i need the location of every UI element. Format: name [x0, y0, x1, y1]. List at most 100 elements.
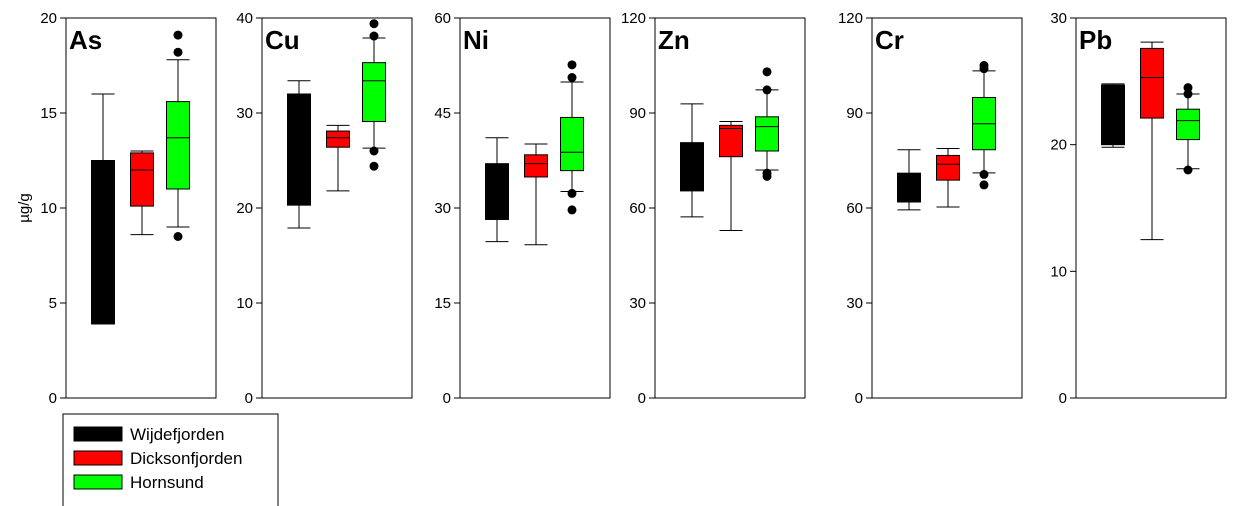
- box: [166, 101, 190, 190]
- outlier-point: [979, 169, 989, 179]
- box-hornsund: [972, 61, 996, 190]
- y-tick-label: 0: [855, 390, 863, 407]
- y-tick-label: 0: [1059, 390, 1067, 407]
- legend-entry-dicksonfjorden: Dicksonfjorden: [73, 449, 242, 468]
- panel-title: Cu: [265, 25, 300, 55]
- y-tick-label: 90: [846, 105, 863, 122]
- y-tick-label: 60: [434, 10, 451, 27]
- box: [362, 62, 386, 123]
- box-dicksonfjorden: [524, 143, 548, 246]
- panel-title: Pb: [1079, 25, 1112, 55]
- y-tick-label: 30: [629, 295, 646, 312]
- panel-frame: [261, 17, 413, 399]
- outlier-point: [567, 60, 577, 70]
- outlier-point: [1183, 83, 1193, 93]
- box-hornsund: [560, 60, 584, 215]
- box-wijdefjorden: [485, 137, 509, 243]
- y-tick-label: 0: [443, 390, 451, 407]
- panel-frame: [654, 17, 806, 399]
- box-hornsund: [362, 19, 386, 171]
- panel-ni: 0 15 30 45 60 Ni: [434, 10, 611, 407]
- box-dicksonfjorden: [130, 150, 154, 236]
- box: [936, 154, 960, 181]
- panel-frame: [1075, 17, 1227, 399]
- y-tick-label: 45: [434, 105, 451, 122]
- box-dicksonfjorden: [719, 121, 743, 231]
- outlier-point: [762, 168, 772, 178]
- y-tick-label: 120: [621, 10, 646, 27]
- y-tick-label: 30: [434, 200, 451, 217]
- y-tick-label: 15: [434, 295, 451, 312]
- y-tick-label: 15: [40, 105, 57, 122]
- outlier-point: [369, 146, 379, 156]
- y-tick-label: 0: [245, 390, 253, 407]
- box: [130, 152, 154, 207]
- outlier-point: [173, 30, 183, 40]
- box-wijdefjorden: [680, 103, 704, 218]
- panel-cu: 0 10 20 30 40 Cu: [236, 10, 413, 407]
- box: [485, 163, 509, 220]
- outlier-point: [762, 85, 772, 95]
- box: [719, 124, 743, 158]
- y-tick-label: 90: [629, 105, 646, 122]
- box: [560, 116, 584, 172]
- outlier-point: [567, 188, 577, 198]
- y-tick-label: 5: [49, 295, 57, 312]
- y-tick-label: 10: [40, 200, 57, 217]
- y-tick-label: 20: [236, 200, 253, 217]
- box-wijdefjorden: [1101, 83, 1125, 148]
- legend-label: Dicksonfjorden: [130, 449, 242, 468]
- box-wijdefjorden: [897, 149, 921, 211]
- box: [326, 130, 350, 148]
- box: [1176, 108, 1200, 141]
- box: [680, 142, 704, 192]
- y-tick-label: 120: [838, 10, 863, 27]
- outlier-point: [762, 67, 772, 77]
- panel-frame: [65, 17, 217, 399]
- panel-title: Ni: [463, 25, 489, 55]
- box-dicksonfjorden: [326, 124, 350, 192]
- y-tick-label: 60: [629, 200, 646, 217]
- panel-as: 0 5 10 15 20 As: [40, 10, 217, 407]
- outlier-point: [369, 31, 379, 41]
- box-hornsund: [1176, 83, 1200, 175]
- panel-cr: 0 30 60 90 120 Cr: [838, 10, 1023, 407]
- outlier-point: [173, 232, 183, 241]
- legend-entry-hornsund: Hornsund: [73, 473, 204, 492]
- outlier-point: [979, 61, 989, 70]
- panel-pb: 0 10 20 30 Pb: [1050, 10, 1227, 407]
- box: [1101, 84, 1125, 146]
- outlier-point: [1183, 89, 1193, 99]
- y-tick-label: 30: [846, 295, 863, 312]
- box-hornsund: [166, 30, 190, 241]
- chart-panels: 0 5 10 15 20 As 0 10 20 30 40 Cu 0 15 30 45 60 Ni 0 30 60 90 1…: [40, 10, 1227, 407]
- y-tick-label: 30: [236, 105, 253, 122]
- legend-label: Wijdefjorden: [130, 425, 225, 444]
- box: [287, 93, 311, 206]
- legend-label: Hornsund: [130, 473, 204, 492]
- outlier-point: [567, 73, 577, 83]
- legend-swatch: [73, 474, 123, 490]
- y-tick-label: 10: [1050, 263, 1067, 280]
- box-hornsund: [755, 67, 779, 181]
- outlier-point: [567, 205, 577, 215]
- y-tick-label: 10: [236, 295, 253, 312]
- legend-swatch: [73, 426, 123, 442]
- box: [897, 172, 921, 203]
- legend: Wijdefjorden Dicksonfjorden Hornsund: [62, 413, 279, 506]
- y-tick-label: 20: [1050, 137, 1067, 154]
- box: [1140, 47, 1164, 119]
- panel-zn: 0 30 60 90 120 Zn: [621, 10, 806, 407]
- y-tick-label: 30: [1050, 10, 1067, 27]
- outlier-point: [369, 161, 379, 171]
- y-tick-label: 0: [638, 390, 646, 407]
- box-dicksonfjorden: [1140, 41, 1164, 241]
- box-dicksonfjorden: [936, 147, 960, 208]
- outlier-point: [369, 19, 379, 29]
- panel-frame: [871, 17, 1023, 399]
- legend-entry-wijdefjorden: Wijdefjorden: [73, 425, 225, 444]
- outlier-point: [1183, 165, 1193, 175]
- panel-title: As: [69, 25, 102, 55]
- y-tick-label: 60: [846, 200, 863, 217]
